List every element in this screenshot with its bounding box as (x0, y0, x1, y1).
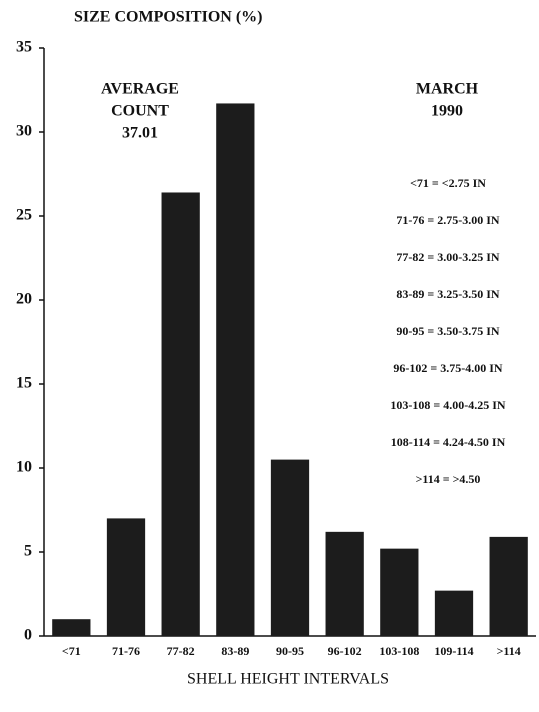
x-tick-label: 90-95 (276, 644, 304, 658)
key-entry: >114 = >4.50 (416, 472, 481, 486)
key-entry: 103-108 = 4.00-4.25 IN (390, 398, 506, 412)
key-entry: 90-95 = 3.50-3.75 IN (396, 324, 500, 338)
annotation: COUNT (111, 103, 169, 120)
y-tick-label: 15 (16, 375, 32, 392)
x-tick-label: 77-82 (167, 644, 195, 658)
bar (216, 103, 255, 636)
chart-title: SIZE COMPOSITION (%) (74, 9, 262, 26)
annotation: 1990 (431, 103, 463, 120)
y-tick-label: 25 (16, 207, 32, 224)
bar (106, 518, 146, 636)
key-entry: 108-114 = 4.24-4.50 IN (391, 435, 506, 449)
y-tick-label: 35 (16, 39, 32, 56)
key-entry: 77-82 = 3.00-3.25 IN (396, 250, 500, 264)
key-entry: 83-89 = 3.25-3.50 IN (396, 287, 500, 301)
bar (52, 619, 91, 636)
x-tick-label: >114 (497, 644, 521, 658)
x-tick-label: 103-108 (379, 644, 419, 658)
x-tick-label: <71 (62, 644, 81, 658)
bar (270, 459, 310, 636)
x-tick-label: 71-76 (112, 644, 140, 658)
y-tick-label: 20 (16, 291, 32, 308)
x-axis-title: SHELL HEIGHT INTERVALS (187, 671, 389, 688)
annotation: MARCH (416, 81, 479, 98)
y-tick-label: 30 (16, 123, 32, 140)
x-tick-label: 83-89 (221, 644, 249, 658)
y-tick-label: 0 (24, 627, 32, 644)
key-entry: 71-76 = 2.75-3.00 IN (396, 213, 500, 227)
bar (434, 590, 474, 636)
annotation: AVERAGE (101, 81, 179, 98)
y-tick-label: 10 (16, 459, 32, 476)
bar (161, 192, 200, 637)
y-tick-label: 5 (24, 543, 32, 560)
annotation: 37.01 (122, 125, 158, 142)
key-entry: 96-102 = 3.75-4.00 IN (393, 361, 503, 375)
x-tick-label: 109-114 (434, 644, 473, 658)
key-entry: <71 = <2.75 IN (410, 176, 486, 190)
bar (325, 531, 364, 636)
bar (380, 548, 419, 636)
x-tick-label: 96-102 (328, 644, 362, 658)
bar (489, 536, 528, 636)
